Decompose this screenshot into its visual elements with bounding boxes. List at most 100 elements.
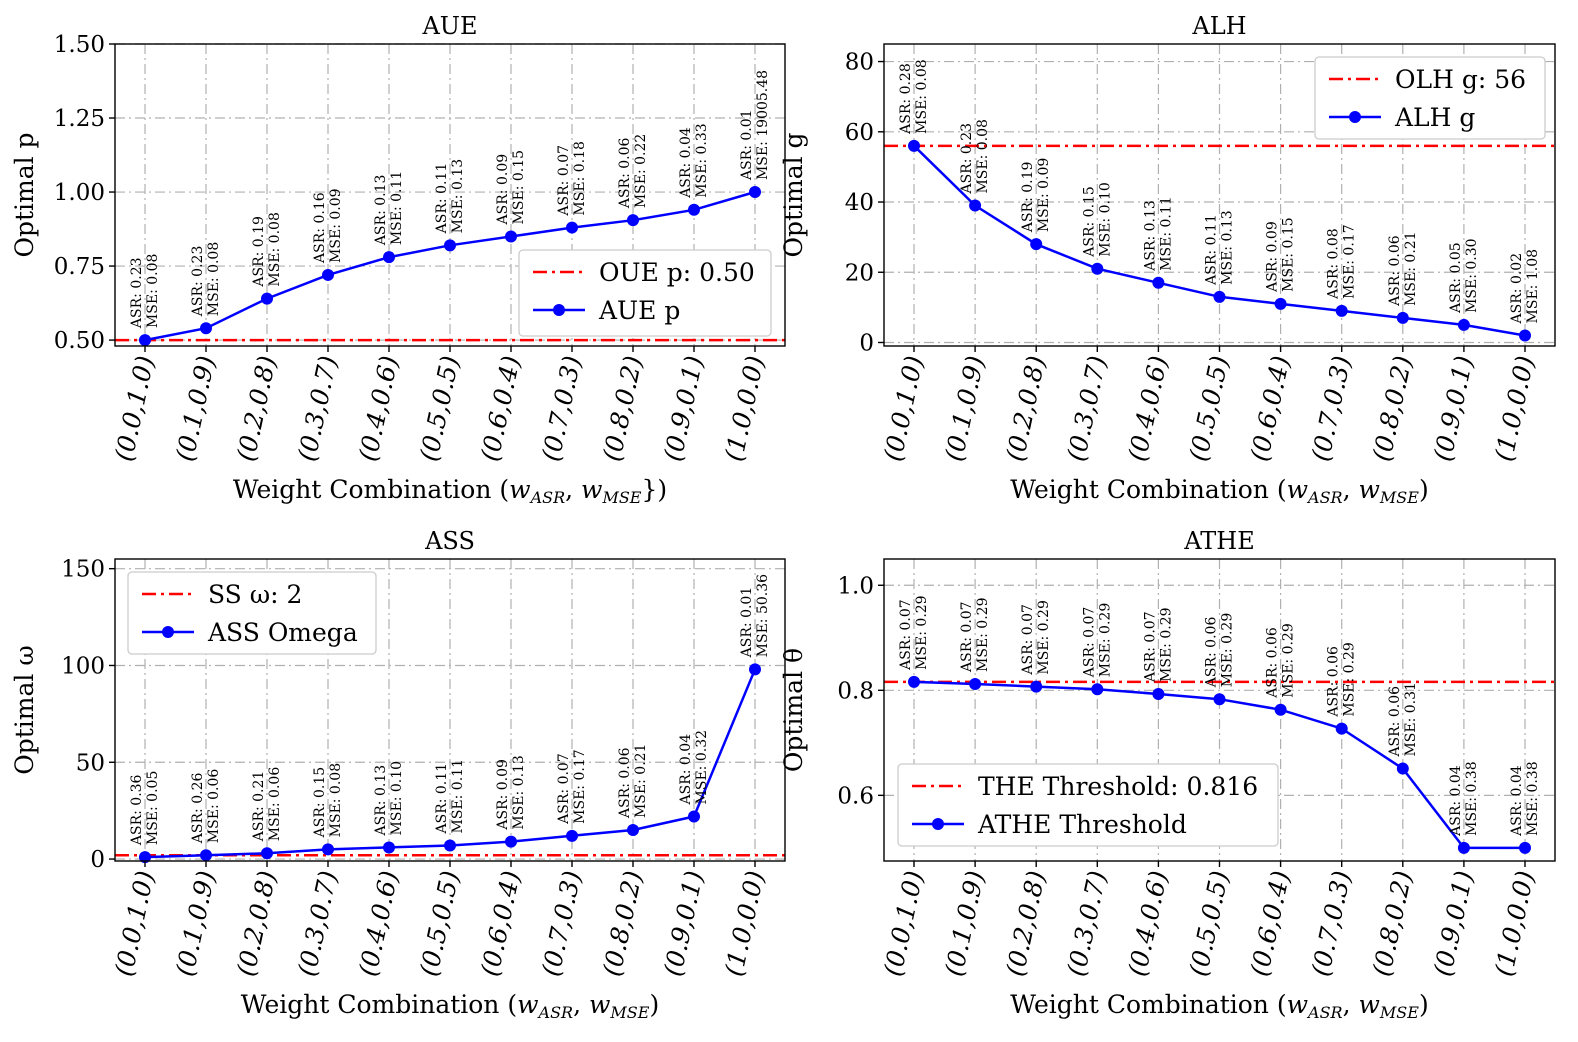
annotation-asr: ASR: 0.11 <box>1204 214 1220 286</box>
chart-title: AUE <box>421 12 477 40</box>
x-tick-label: (0.8,0.2) <box>1367 353 1418 464</box>
x-tick-label: (0.9,0.1) <box>1428 868 1479 979</box>
x-tick-label: (0.2,0.8) <box>231 868 282 979</box>
annotation-mse: MSE: 0.21 <box>633 744 649 818</box>
chart-title: ALH <box>1191 12 1246 40</box>
legend: OUE p: 0.50 AUE p <box>518 249 772 337</box>
annotation-mse: MSE: 0.11 <box>450 759 466 833</box>
y-tick-label: 1.0 <box>837 573 874 599</box>
data-point <box>1091 262 1104 275</box>
legend: OLH g: 56 ALH g <box>1314 56 1546 140</box>
y-tick-label: 150 <box>61 557 105 583</box>
y-axis-label: Optimal θ <box>779 648 808 772</box>
data-point <box>1335 722 1348 735</box>
data-point <box>383 251 395 264</box>
annotation-asr: ASR: 0.06 <box>617 747 633 819</box>
legend-baseline-label: THE Threshold: 0.816 <box>978 772 1258 801</box>
legend-series-marker <box>932 818 944 830</box>
annotation-asr: ASR: 0.13 <box>373 765 389 837</box>
annotation-asr: ASR: 0.15 <box>1081 186 1097 258</box>
data-point <box>1213 693 1226 706</box>
data-point <box>969 199 982 212</box>
annotation-mse: MSE: 0.29 <box>1158 607 1174 681</box>
x-axis-label: Weight Combination (wASR, wMSE) <box>241 990 659 1022</box>
data-point <box>200 849 212 862</box>
y-axis-label: Optimal p <box>10 132 39 257</box>
annotation-asr: ASR: 0.09 <box>1265 221 1281 293</box>
x-tick-label: (0.1,0.9) <box>939 868 990 979</box>
legend-baseline-label: OLH g: 56 <box>1395 65 1526 94</box>
y-tick-label: 1.50 <box>54 32 105 58</box>
annotation-asr: ASR: 0.11 <box>434 163 450 235</box>
annotation-mse: MSE: 0.29 <box>1220 613 1236 687</box>
data-point <box>1519 329 1531 342</box>
data-point <box>505 835 517 848</box>
data-point <box>261 847 273 860</box>
annotation-asr: ASR: 0.36 <box>129 774 145 846</box>
annotation-asr: ASR: 0.07 <box>959 601 975 673</box>
annotation-mse: MSE: 0.08 <box>267 212 283 286</box>
annotation-asr: ASR: 0.06 <box>1387 686 1403 758</box>
data-point <box>749 186 761 199</box>
x-tick-label: (0.8,0.2) <box>1367 868 1418 979</box>
annotation-asr: ASR: 0.06 <box>1265 627 1281 699</box>
x-tick-label: (0.4,0.6) <box>353 868 404 979</box>
data-point <box>261 292 273 305</box>
y-axis-label: Optimal g <box>779 132 808 257</box>
annotation-mse: MSE: 0.06 <box>267 767 283 842</box>
annotation-asr: ASR: 0.08 <box>1326 228 1342 300</box>
x-tick-label: (0.1,0.9) <box>939 353 990 464</box>
annotation-mse: MSE: 0.29 <box>975 598 991 672</box>
annotation-mse: MSE: 50.36 <box>755 574 771 657</box>
data-point <box>1274 703 1287 716</box>
legend-box <box>897 763 1279 847</box>
x-tick-label: (0.0,1.0) <box>109 868 160 979</box>
annotation-asr: ASR: 0.11 <box>434 763 450 835</box>
x-tick-label: (1.0,0.0) <box>719 868 770 979</box>
annotation-mse: MSE: 0.15 <box>511 150 527 224</box>
annotation-asr: ASR: 0.07 <box>1142 611 1158 683</box>
x-tick-label: (1.0,0.0) <box>1489 353 1540 464</box>
annotation-mse: MSE: 0.11 <box>1158 196 1174 270</box>
annotation-mse: MSE: 0.08 <box>975 119 991 193</box>
y-tick-label: 1.25 <box>54 106 105 132</box>
data-point <box>1396 311 1409 324</box>
x-axis-label: Weight Combination (wASR, wMSE) <box>1010 990 1428 1022</box>
legend-series-marker <box>162 626 174 638</box>
annotation-asr: ASR: 0.04 <box>678 127 694 199</box>
annotation-asr: ASR: 0.07 <box>556 145 572 217</box>
y-tick-label: 60 <box>845 120 874 146</box>
x-tick-label: (0.5,0.5) <box>414 868 465 979</box>
annotation-asr: ASR: 0.19 <box>1020 162 1036 234</box>
data-point <box>1457 318 1470 331</box>
annotation-mse: MSE: 0.18 <box>572 141 588 215</box>
annotation-mse: MSE: 0.29 <box>1281 623 1297 697</box>
annotation-asr: ASR: 0.07 <box>898 599 914 671</box>
data-point <box>1152 276 1165 289</box>
annotation-mse: MSE: 0.38 <box>1525 761 1541 835</box>
annotation-mse: MSE: 0.13 <box>450 159 466 233</box>
annotation-mse: MSE: 0.13 <box>511 755 527 829</box>
annotation-asr: ASR: 0.09 <box>495 759 511 831</box>
y-tick-label: 100 <box>61 653 105 679</box>
data-point <box>444 839 456 852</box>
annotation-mse: MSE: 0.09 <box>1036 158 1052 232</box>
y-tick-label: 0 <box>859 330 874 356</box>
data-point <box>1274 297 1287 310</box>
annotation-asr: ASR: 0.06 <box>1204 617 1220 689</box>
data-point <box>688 810 700 823</box>
x-tick-label: (0.7,0.3) <box>1306 353 1357 464</box>
x-tick-label: (0.3,0.7) <box>292 353 343 464</box>
y-tick-label: 80 <box>845 50 874 76</box>
data-point <box>969 678 982 691</box>
x-tick-label: (0.4,0.6) <box>353 353 404 464</box>
x-tick-label: (0.4,0.6) <box>1123 868 1174 979</box>
x-tick-label: (0.9,0.1) <box>1428 353 1479 464</box>
data-point <box>908 139 920 152</box>
data-point <box>322 268 334 281</box>
data-point <box>444 239 456 252</box>
data-point <box>627 824 639 837</box>
y-tick-label: 0.50 <box>54 328 105 354</box>
